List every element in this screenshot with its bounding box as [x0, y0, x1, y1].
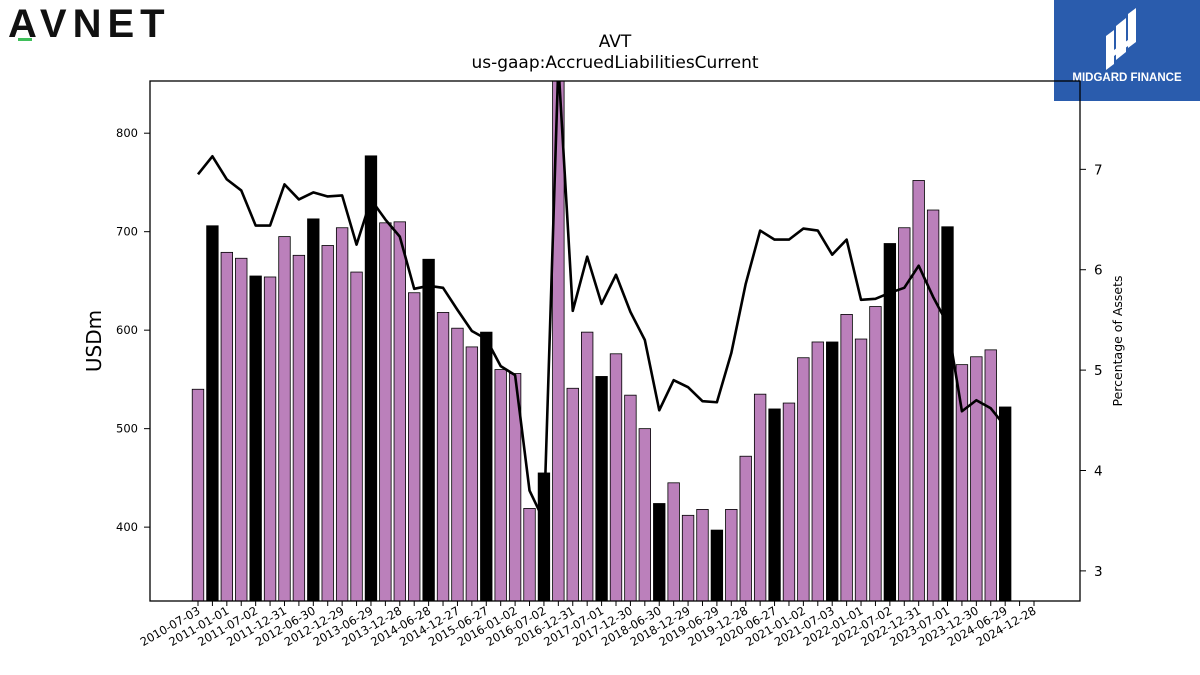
y-tick-label: 800: [116, 126, 138, 140]
bar: [278, 236, 291, 601]
bar: [220, 251, 233, 601]
bar: [811, 341, 824, 601]
bar: [638, 428, 651, 601]
midgard-logo-icon: [1106, 8, 1136, 70]
bar: [379, 222, 392, 601]
bar: [725, 509, 738, 601]
y2-tick-label: 4: [1094, 463, 1103, 479]
bar: [609, 353, 623, 601]
plot-frame: [149, 80, 1081, 602]
bar: [422, 258, 435, 601]
bar: [869, 306, 882, 601]
bar: [263, 276, 277, 601]
bar: [235, 257, 248, 601]
bar: [912, 180, 925, 601]
brand-text: MIDGARD FINANCE: [1072, 72, 1182, 84]
bar: [451, 327, 464, 601]
bar: [508, 373, 522, 601]
bar: [249, 275, 262, 601]
bar: [393, 221, 406, 601]
bar: [581, 331, 594, 601]
bar: [753, 393, 767, 601]
bar: [739, 455, 752, 601]
bar: [595, 376, 608, 601]
bar: [681, 514, 695, 601]
chart-title: AVT: [598, 32, 632, 52]
bar: [710, 529, 724, 601]
percentage-line: [196, 81, 1007, 522]
bar: [206, 225, 219, 601]
midgard-finance-badge: MIDGARD FINANCE: [1054, 0, 1200, 101]
bar: [624, 394, 637, 601]
bar: [307, 218, 320, 601]
bar: [566, 387, 579, 601]
bar: [970, 356, 983, 601]
y2-tick-label: 5: [1094, 363, 1103, 379]
y2-tick-label: 7: [1094, 162, 1103, 178]
bar: [854, 338, 868, 601]
bar: [523, 508, 536, 601]
bar: [436, 312, 450, 601]
bar: [782, 402, 796, 601]
bar: [552, 81, 565, 601]
bar: [350, 271, 363, 601]
bar: [480, 331, 493, 601]
bar: [465, 346, 479, 601]
y-tick-label: 600: [116, 323, 138, 337]
bar: [696, 509, 709, 601]
y-axis-label: USDm: [82, 310, 106, 372]
bar: [364, 155, 378, 601]
bar: [941, 226, 954, 601]
bar: [840, 314, 853, 601]
bar: [926, 209, 940, 601]
bar: [955, 364, 969, 601]
bar: [335, 227, 349, 601]
bar: [292, 254, 306, 601]
avnet-logo: AVNET: [6, 2, 196, 46]
bar: [826, 341, 839, 601]
bar: [768, 408, 781, 601]
bar: [667, 482, 680, 601]
y2-axis-label: Percentage of Assets: [1110, 276, 1125, 407]
bar: [537, 472, 551, 601]
bar: [984, 349, 997, 601]
bar: [408, 292, 421, 601]
y2-tick-label: 3: [1094, 564, 1103, 580]
y-tick-label: 400: [116, 520, 138, 534]
y-tick-label: 500: [116, 422, 138, 436]
bar: [321, 245, 334, 601]
y-tick-label: 700: [116, 225, 138, 239]
y2-tick-label: 6: [1094, 263, 1103, 279]
bar: [494, 369, 507, 601]
bar: [191, 388, 205, 601]
bar: [883, 243, 897, 601]
svg-text:AVNET: AVNET: [8, 4, 171, 44]
bar: [898, 227, 911, 601]
bar: [999, 406, 1012, 601]
chart-subtitle: us-gaap:AccruedLiabilitiesCurrent: [471, 53, 759, 73]
bar: [653, 503, 666, 601]
bar: [797, 357, 810, 601]
